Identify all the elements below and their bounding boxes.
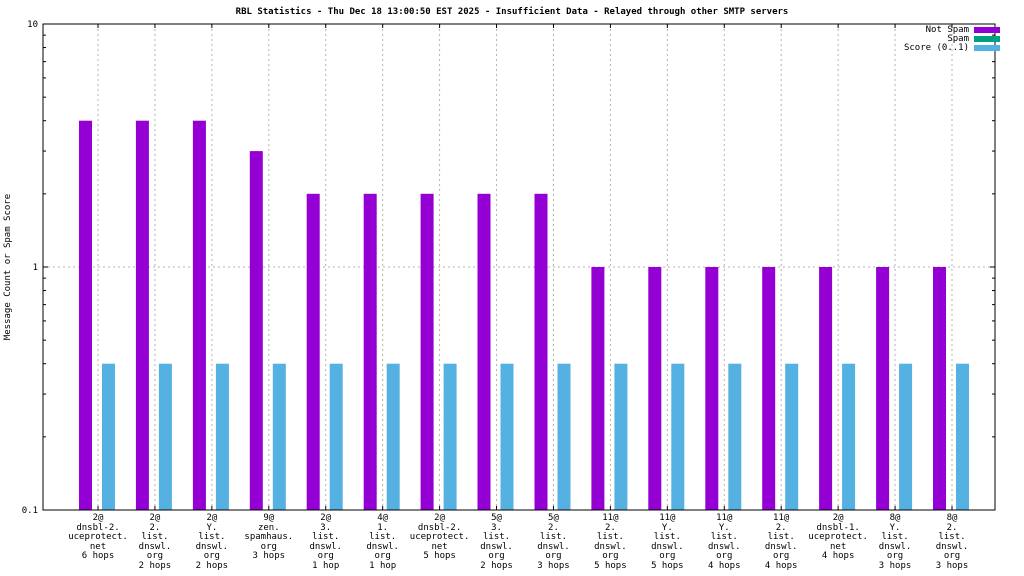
bar-score-0-1	[329, 363, 343, 510]
legend-item-spam: Spam	[904, 34, 1000, 44]
bar-not-spam	[192, 120, 206, 510]
bar-score-0-1	[671, 363, 685, 510]
chart-title: RBL Statistics - Thu Dec 18 13:00:50 EST…	[235, 7, 789, 17]
bar-not-spam	[876, 267, 890, 510]
legend-label: Not Spam	[925, 25, 969, 35]
legend-swatch-score	[974, 45, 1000, 51]
bar-score-0-1	[614, 363, 628, 510]
bar-score-0-1	[842, 363, 856, 510]
bar-not-spam	[477, 193, 491, 511]
bar-not-spam	[819, 267, 833, 510]
legend-item-not-spam: Not Spam	[904, 25, 1000, 35]
y-tick-label: 10	[27, 20, 38, 30]
bar-not-spam	[762, 267, 776, 510]
bar-not-spam	[79, 120, 92, 510]
legend-swatch-not-spam	[974, 27, 1000, 33]
bar-score-0-1	[785, 363, 799, 510]
y-axis-label: Message Count or Spam Score	[3, 194, 13, 340]
bar-score-0-1	[500, 363, 514, 510]
bar-score-0-1	[386, 363, 400, 510]
y-tick-label: 0.1	[22, 506, 38, 516]
bar-score-0-1	[899, 363, 913, 510]
bar-not-spam	[420, 193, 434, 511]
bar-score-0-1	[728, 363, 742, 510]
bar-not-spam	[534, 193, 548, 511]
bar-score-0-1	[215, 363, 229, 510]
legend: Not Spam Spam Score (0..1)	[903, 25, 1000, 53]
y-tick-label: 1	[33, 263, 38, 273]
bar-not-spam	[249, 151, 263, 510]
bar-not-spam	[648, 267, 662, 510]
bar-not-spam	[135, 120, 149, 510]
bar-not-spam	[306, 193, 320, 511]
bar-not-spam	[705, 267, 719, 510]
legend-label: Score (0..1)	[903, 43, 969, 53]
bar-score-0-1	[557, 363, 571, 510]
bar-score-0-1	[272, 363, 286, 510]
bar-not-spam	[591, 267, 605, 510]
bar-not-spam	[363, 193, 377, 511]
bar-score-0-1	[102, 363, 115, 510]
legend-item-score: Score (0..1)	[903, 43, 1000, 53]
legend-swatch-spam	[974, 36, 1000, 42]
bar-score-0-1	[443, 363, 457, 510]
bar-not-spam	[933, 267, 946, 510]
bar-score-0-1	[956, 363, 969, 510]
legend-label: Spam	[947, 34, 969, 44]
bar-score-0-1	[158, 363, 172, 510]
